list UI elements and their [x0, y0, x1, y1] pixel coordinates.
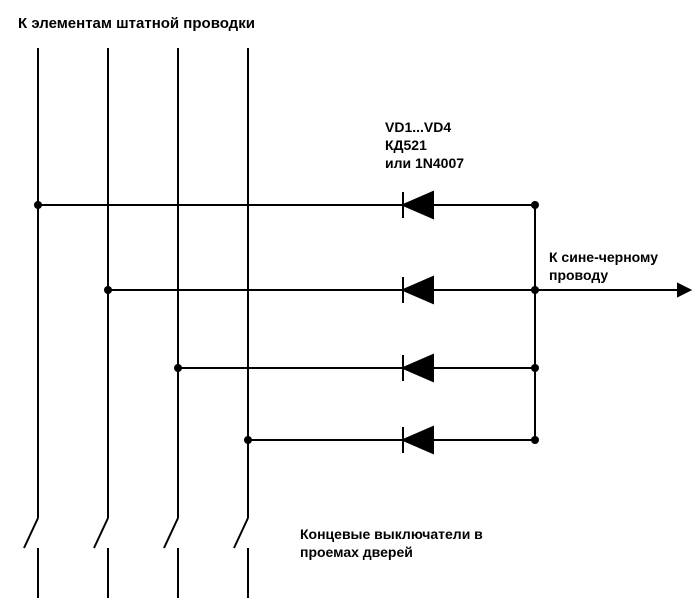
label-diodes: VD1...VD4 КД521 или 1N4007 [385, 118, 464, 173]
circuit-diagram [0, 0, 700, 609]
label-right: К сине-черному проводу [549, 248, 658, 284]
label-bottom: Концевые выключатели в проемах дверей [300, 525, 483, 561]
label-top: К элементам штатной проводки [18, 14, 255, 34]
